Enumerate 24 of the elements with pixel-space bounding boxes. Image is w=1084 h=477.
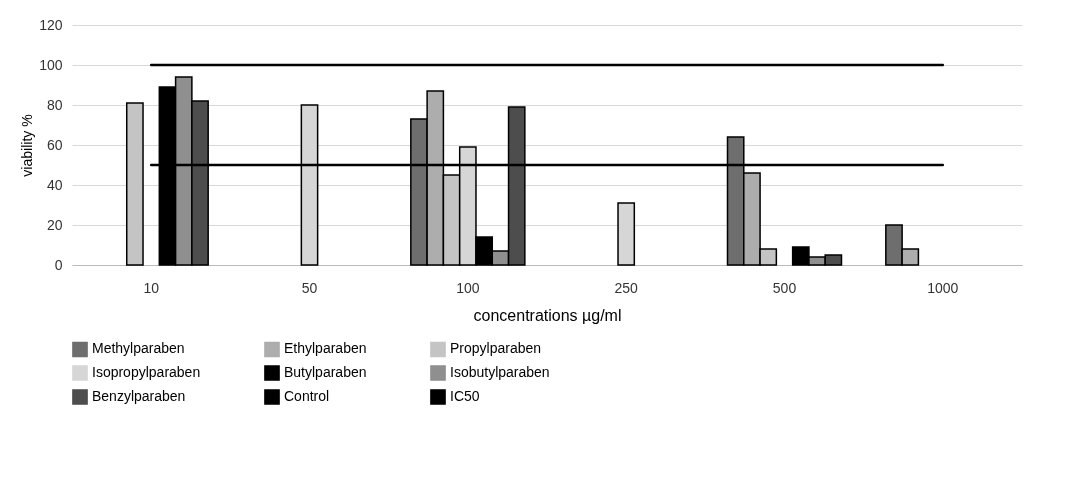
x-tick-label: 10	[143, 279, 160, 296]
legend-label: Butylparaben	[284, 364, 367, 380]
y-tick-label: 100	[39, 56, 63, 73]
y-tick-label: 40	[46, 176, 63, 193]
x-tick-label: 100	[456, 279, 480, 296]
x-tick-label: 500	[772, 279, 797, 296]
x-tick-label: 1000	[927, 279, 959, 296]
x-axis-title: concentrations µg/ml	[473, 306, 622, 324]
y-tick-label: 120	[39, 16, 63, 33]
x-tick-label: 250	[614, 279, 639, 296]
y-tick-label: 80	[46, 96, 63, 113]
legend-label: Methylparaben	[92, 340, 185, 357]
legend-label: Propylparaben	[450, 340, 542, 357]
y-tick-label: 60	[46, 136, 63, 153]
y-tick-label: 0	[54, 256, 63, 273]
legend-label: IC50	[450, 388, 480, 404]
legend-label: Control	[284, 388, 330, 404]
legend-label: Isopropylparaben	[92, 364, 201, 380]
y-tick-label: 20	[46, 216, 63, 233]
y-axis-title: viability %	[19, 114, 36, 177]
x-tick-label: 50	[301, 279, 318, 296]
legend-label: Ethylparaben	[284, 340, 367, 357]
legend-label: Isobutylparaben	[450, 364, 550, 380]
legend-label: Benzylparaben	[92, 388, 186, 404]
